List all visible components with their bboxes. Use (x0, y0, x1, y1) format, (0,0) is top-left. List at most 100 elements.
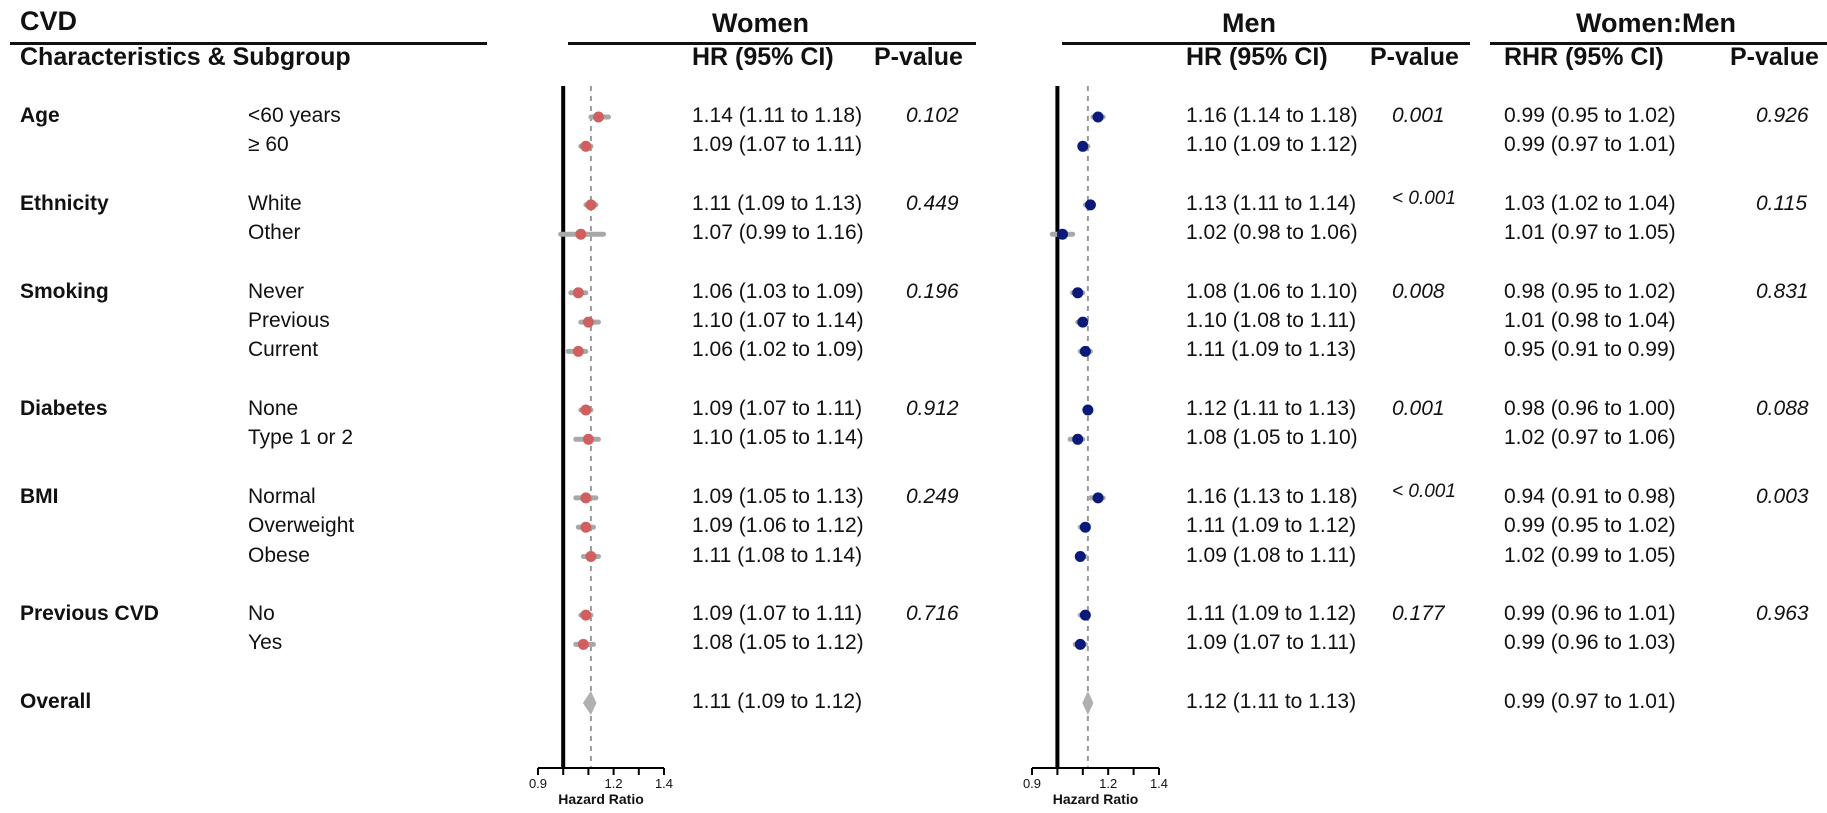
women-x-axis-label: Hazard Ratio (558, 791, 644, 807)
men-hr-header: HR (95% CI) (1186, 43, 1328, 71)
men-p-value: 0.177 (1392, 602, 1445, 626)
women-point (572, 287, 584, 299)
men-p-value: 0.001 (1392, 397, 1445, 420)
men-hr-ci: 1.08 (1.06 to 1.10) (1186, 279, 1358, 303)
subgroup-label: None (248, 397, 299, 420)
subgroup-label: Overweight (248, 514, 355, 538)
group-label: Age (20, 104, 60, 127)
women-men-p-value: 0.963 (1756, 602, 1809, 626)
overall-women-hr-ci: 1.11 (1.09 to 1.12) (692, 690, 863, 713)
women-hr-ci: 1.09 (1.07 to 1.11) (692, 133, 863, 157)
men-point (1072, 433, 1084, 445)
women-men-rhr-ci: 1.02 (0.97 to 1.06) (1504, 426, 1676, 450)
subgroup-label: No (248, 602, 275, 626)
men-point (1074, 638, 1086, 650)
men-hr-ci: 1.10 (1.08 to 1.11) (1186, 309, 1357, 333)
women-men-rhr-ci: 1.02 (0.99 to 1.05) (1504, 543, 1676, 567)
women-p-value: 0.449 (906, 191, 959, 215)
women-men-rhr-ci: 1.01 (0.97 to 1.05) (1504, 221, 1676, 245)
women-hr-ci: 1.10 (1.05 to 1.14) (692, 426, 864, 450)
overall-men-hr-ci: 1.12 (1.11 to 1.13) (1186, 690, 1357, 713)
header-rule-women (568, 42, 976, 45)
women-men-rhr-ci: 1.01 (0.98 to 1.04) (1504, 309, 1676, 333)
women-overall-diamond (582, 691, 597, 715)
women-point (580, 521, 592, 533)
header-rule-left (10, 42, 487, 45)
men-point (1056, 228, 1068, 240)
men-point (1074, 551, 1086, 562)
women-hr-ci: 1.06 (1.03 to 1.09) (692, 279, 864, 303)
women-men-pvalue-header: P-value (1730, 43, 1819, 71)
women-men-rhr-ci: 0.99 (0.96 to 1.03) (1504, 631, 1676, 655)
women-men-rhr-ci: 0.99 (0.95 to 1.02) (1504, 104, 1676, 127)
men-hr-ci: 1.13 (1.11 to 1.14) (1186, 191, 1357, 215)
women-men-p-value: 0.926 (1756, 104, 1809, 127)
women-men-rhr-ci: 0.94 (0.91 to 0.98) (1504, 484, 1676, 508)
men-hr-ci: 1.12 (1.11 to 1.13) (1186, 397, 1357, 420)
men-pvalue-header: P-value (1370, 43, 1459, 71)
men-point (1072, 287, 1084, 299)
subgroup-label: Obese (248, 543, 310, 567)
men-panel-title: Men (1222, 8, 1276, 38)
men-hr-ci: 1.10 (1.09 to 1.12) (1186, 133, 1358, 157)
men-point (1092, 111, 1104, 123)
men-hr-ci: 1.11 (1.09 to 1.12) (1186, 602, 1357, 626)
group-label: Smoking (20, 279, 109, 303)
men-point (1084, 199, 1096, 211)
men-hr-ci: 1.09 (1.08 to 1.11) (1186, 543, 1357, 567)
overall-women-men-rhr-ci: 0.99 (0.97 to 1.01) (1504, 690, 1676, 713)
subgroup-label: Previous (248, 309, 330, 333)
header-rule-women-men (1490, 42, 1827, 45)
men-point (1077, 316, 1089, 328)
women-panel-title: Women (712, 8, 810, 38)
subgroup-label: Normal (248, 484, 316, 508)
men-x-tick-label: 0.9 (1023, 776, 1041, 791)
men-hr-ci: 1.08 (1.05 to 1.10) (1186, 426, 1358, 450)
men-p-value: 0.008 (1392, 279, 1445, 303)
women-men-p-value: 0.831 (1756, 279, 1809, 303)
women-men-rhr-ci: 0.99 (0.97 to 1.01) (1504, 133, 1676, 157)
women-men-rhr-ci: 0.98 (0.96 to 1.00) (1504, 397, 1676, 420)
group-label: Diabetes (20, 397, 108, 420)
men-hr-ci: 1.11 (1.09 to 1.12) (1186, 514, 1357, 538)
women-hr-ci: 1.09 (1.07 to 1.11) (692, 397, 863, 420)
men-point (1079, 521, 1091, 533)
characteristics-header: Characteristics & Subgroup (20, 43, 351, 71)
women-point (582, 316, 594, 328)
men-p-value: < 0.001 (1392, 187, 1456, 209)
women-point (582, 433, 594, 445)
women-point (580, 492, 592, 504)
women-hr-ci: 1.09 (1.06 to 1.12) (692, 514, 864, 538)
women-p-value: 0.196 (906, 279, 959, 303)
women-point (580, 609, 592, 621)
women-hr-ci: 1.08 (1.05 to 1.12) (692, 631, 864, 655)
men-point (1077, 140, 1089, 152)
women-hr-ci: 1.09 (1.05 to 1.13) (692, 484, 864, 508)
men-hr-ci: 1.02 (0.98 to 1.06) (1186, 221, 1358, 245)
men-p-value: 0.001 (1392, 104, 1445, 127)
men-x-axis-label: Hazard Ratio (1053, 791, 1139, 807)
women-men-rhr-header: RHR (95% CI) (1504, 43, 1664, 71)
women-hr-ci: 1.10 (1.07 to 1.14) (692, 309, 864, 333)
header-rule-men (1062, 42, 1470, 45)
group-label: BMI (20, 484, 59, 508)
women-p-value: 0.912 (906, 397, 959, 420)
women-men-rhr-ci: 1.03 (1.02 to 1.04) (1504, 191, 1676, 215)
women-point (580, 140, 592, 152)
women-point (575, 228, 587, 240)
women-pvalue-header: P-value (874, 43, 963, 71)
subgroup-label: Current (248, 338, 319, 362)
women-men-rhr-ci: 0.98 (0.95 to 1.02) (1504, 279, 1676, 303)
men-x-tick-label: 1.4 (1150, 776, 1168, 791)
women-hr-ci: 1.11 (1.08 to 1.14) (692, 543, 863, 567)
women-hr-ci: 1.14 (1.11 to 1.18) (692, 104, 863, 127)
group-label: Previous CVD (20, 602, 159, 626)
women-x-tick-label: 1.4 (655, 776, 673, 791)
women-p-value: 0.249 (906, 484, 959, 508)
subgroup-label: <60 years (248, 104, 341, 127)
women-hr-ci: 1.06 (1.02 to 1.09) (692, 338, 864, 362)
women-hr-ci: 1.07 (0.99 to 1.16) (692, 221, 864, 245)
subgroup-label: ≥ 60 (248, 133, 289, 157)
group-label: Ethnicity (20, 191, 109, 215)
